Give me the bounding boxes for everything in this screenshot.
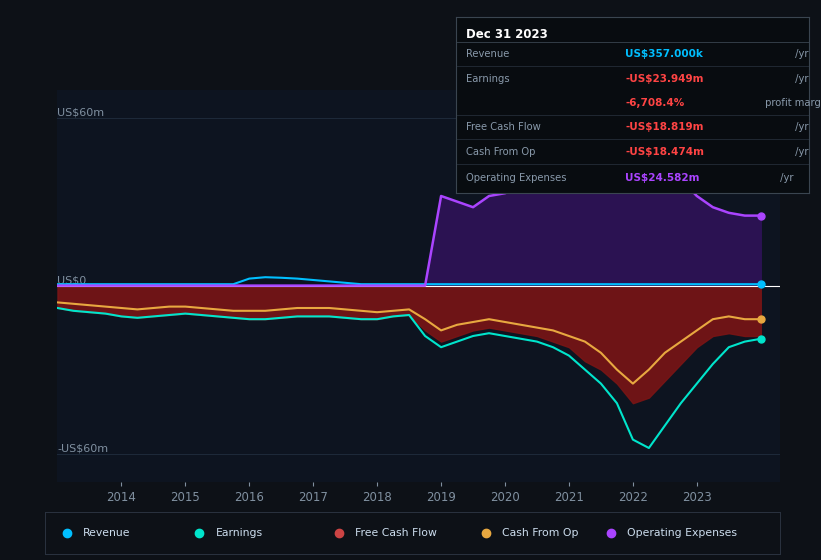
Text: Dec 31 2023: Dec 31 2023 xyxy=(466,28,548,41)
Text: Free Cash Flow: Free Cash Flow xyxy=(466,123,541,133)
Text: /yr: /yr xyxy=(777,173,793,183)
Text: US$0: US$0 xyxy=(57,276,87,286)
Text: -US$18.474m: -US$18.474m xyxy=(625,147,704,157)
Text: -US$18.819m: -US$18.819m xyxy=(625,123,704,133)
Text: Operating Expenses: Operating Expenses xyxy=(627,529,737,538)
Text: -6,708.4%: -6,708.4% xyxy=(625,98,685,108)
Text: Earnings: Earnings xyxy=(216,529,263,538)
Text: US$24.582m: US$24.582m xyxy=(625,173,699,183)
Text: -US$23.949m: -US$23.949m xyxy=(625,74,704,84)
Text: /yr: /yr xyxy=(792,123,809,133)
Text: Free Cash Flow: Free Cash Flow xyxy=(355,529,437,538)
Text: US$60m: US$60m xyxy=(57,108,104,118)
Text: US$357.000k: US$357.000k xyxy=(625,49,703,59)
Text: Earnings: Earnings xyxy=(466,74,510,84)
Text: profit margin: profit margin xyxy=(762,98,821,108)
Text: Cash From Op: Cash From Op xyxy=(502,529,579,538)
Text: -US$60m: -US$60m xyxy=(57,444,108,454)
Text: /yr: /yr xyxy=(792,74,809,84)
Text: /yr: /yr xyxy=(792,49,809,59)
Text: Revenue: Revenue xyxy=(466,49,510,59)
Text: Revenue: Revenue xyxy=(84,529,131,538)
Text: Operating Expenses: Operating Expenses xyxy=(466,173,566,183)
Text: /yr: /yr xyxy=(792,147,809,157)
Text: Cash From Op: Cash From Op xyxy=(466,147,535,157)
